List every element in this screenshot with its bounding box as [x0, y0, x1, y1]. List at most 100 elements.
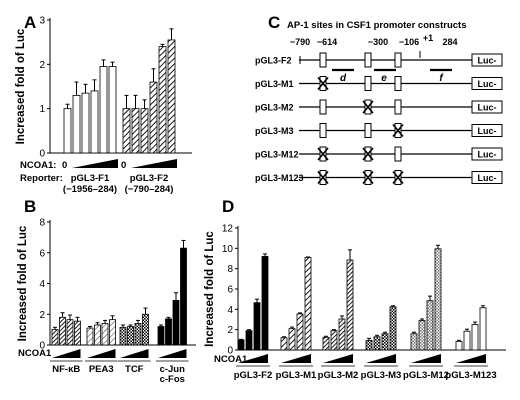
bar — [330, 330, 338, 351]
bar — [479, 307, 487, 351]
bar — [74, 320, 81, 346]
luc-label: Luc- — [478, 173, 497, 183]
bar — [471, 324, 479, 351]
y-tick-label: 6 — [39, 248, 45, 259]
y-tick-label: 2 — [39, 310, 45, 321]
bar — [101, 323, 109, 346]
reporter-name: pGL3-F2 — [130, 173, 169, 184]
bar — [131, 108, 140, 154]
y-tick-label: 8 — [39, 218, 45, 229]
bar — [109, 319, 116, 346]
group-label: c-Jun — [160, 364, 186, 375]
construct-name: pGL3-M123 — [255, 173, 304, 183]
ncoa1-row-label: NCOA1 — [18, 348, 52, 359]
bar — [455, 340, 463, 351]
panel-letter-d: D — [222, 197, 234, 216]
group-label: c-Fos — [160, 374, 185, 385]
construct-name: pGL3-M3 — [255, 126, 294, 136]
luc-box — [471, 77, 503, 90]
mutation-x — [392, 170, 404, 185]
ncoa1-wedge — [366, 354, 396, 363]
bar — [426, 300, 434, 351]
luc-box — [471, 100, 503, 114]
y-tick-label: 0 — [39, 149, 45, 160]
ncoa1-row-label: NCOA1 — [214, 354, 248, 365]
y-tick-label: 2 — [39, 60, 45, 71]
group-label: pGL3-M2 — [318, 370, 359, 381]
ncoa1-wedge — [238, 354, 268, 363]
position-label: 284 — [442, 37, 457, 47]
bar — [373, 336, 381, 351]
group-label: pGL3-M3 — [361, 370, 402, 381]
ncoa1-wedge — [87, 349, 116, 358]
group-label: TCF — [125, 364, 144, 375]
bar — [365, 339, 373, 351]
construct-name: pGL3-M2 — [255, 103, 294, 113]
group-label: pGL3-F2 — [234, 370, 273, 381]
ap1-site — [364, 52, 372, 68]
bar — [99, 66, 108, 154]
bar — [127, 326, 134, 346]
y-tick-label: 0 — [227, 346, 233, 357]
probe-label: f — [439, 73, 444, 84]
probe-label: d — [340, 73, 347, 84]
bar — [81, 92, 90, 154]
ncoa1-wedge — [456, 354, 486, 363]
bar — [94, 324, 101, 346]
reporter-row-label: Reporter: — [20, 173, 63, 184]
y-tick-label: 6 — [227, 285, 233, 296]
y-tick-label: 8 — [227, 264, 233, 275]
bar — [346, 259, 354, 351]
bar — [157, 326, 165, 346]
bar — [149, 81, 158, 154]
ap1-site — [394, 146, 402, 162]
ap1-site — [364, 76, 372, 91]
reporter-range: (−1956–284) — [63, 184, 117, 195]
luc-label: Luc- — [478, 56, 497, 66]
ncoa1-wedge — [158, 349, 187, 358]
bar — [253, 302, 261, 351]
ncoa1-wedge — [411, 354, 441, 363]
mutation-x — [392, 123, 404, 138]
group-label: PEA3 — [89, 364, 114, 375]
bar — [288, 328, 296, 351]
construct-name: pGL3-M12 — [255, 150, 299, 160]
ncoa1-row-label: NCOA1: — [20, 160, 56, 171]
bar — [51, 329, 59, 346]
panel-d-chart: 0 2 4 6 8 10 12 Increased fold of Luc NCOA1 pGL3-… — [204, 224, 506, 381]
mutation-x — [362, 170, 374, 185]
bar — [245, 330, 253, 351]
position-label: −614 — [317, 37, 337, 47]
bar — [280, 337, 288, 351]
y-tick-label: 4 — [227, 305, 233, 316]
luc-box — [471, 53, 503, 67]
bar — [86, 327, 94, 346]
bar — [108, 66, 117, 154]
ap1-site — [319, 123, 327, 138]
ncoa1-wedge — [281, 354, 311, 363]
mutation-x — [317, 147, 329, 161]
bar — [59, 316, 66, 346]
ncoa1-zero-label: 0 — [62, 160, 67, 171]
position-label: +1 — [423, 33, 433, 43]
ncoa1-zero-label: 0 — [121, 160, 126, 171]
luc-box — [471, 124, 503, 137]
bar — [122, 108, 131, 154]
ap1-site — [394, 76, 402, 91]
panel-letter-c: C — [268, 13, 280, 32]
luc-label: Luc- — [478, 79, 497, 89]
y-axis-label: Increased fold of Luc — [17, 225, 29, 341]
construct-name: pGL3-F2 — [255, 56, 292, 66]
ncoa1-wedge — [72, 159, 118, 168]
bar — [66, 319, 74, 346]
bar — [167, 39, 176, 154]
bar — [261, 256, 269, 351]
luc-label: Luc- — [478, 126, 497, 136]
bar — [180, 247, 187, 346]
bar — [296, 313, 304, 351]
ap1-site — [319, 99, 327, 115]
bar — [90, 90, 99, 154]
